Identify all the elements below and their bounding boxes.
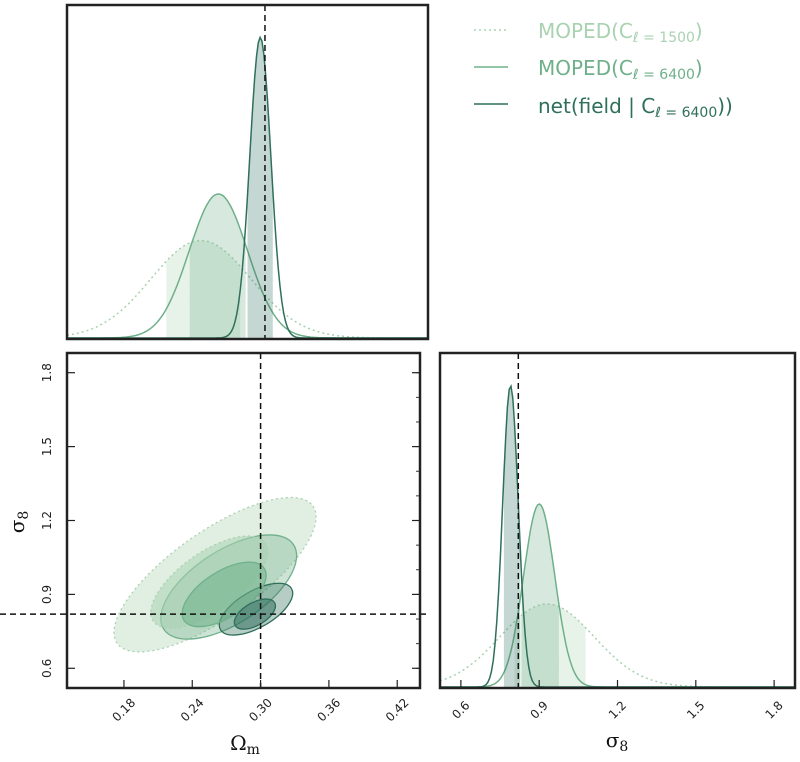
top-panel-frame: [65, 3, 430, 341]
omega-m-axis-label: Ωm: [230, 731, 260, 758]
right-panel-frame: [438, 351, 797, 690]
sigma-8-y-tick-label: 1.2: [40, 511, 54, 530]
sigma-8-y-tick-label: 0.6: [40, 659, 54, 678]
legend-label-net-field: net(field | Cℓ = 6400)): [538, 94, 733, 121]
sigma-8-x-tick-label: 1.8: [762, 698, 785, 721]
omega-m-x-tick-label: 0.30: [246, 696, 275, 725]
sigma-8-axis-label: σ8: [606, 728, 629, 755]
sigma-8-x-tick-label: 1.2: [606, 698, 629, 721]
omega-m-x-tick-label: 0.36: [315, 696, 344, 725]
omega-m-x-tick-label: 0.42: [383, 696, 412, 725]
sigma-8-x-tick-label: 0.6: [449, 698, 472, 721]
omega_m-ci68-band-net-field: [247, 37, 273, 339]
sigma-8-y-tick-label: 1.8: [40, 363, 54, 382]
sigma_8-ci68-band-moped-6400: [521, 504, 559, 687]
sigma-8-y-tick-label: 0.9: [40, 585, 54, 604]
sigma_8-marginal-curve-net-field: [440, 383, 795, 688]
sigma-8-y-tick-label: 1.5: [40, 437, 54, 456]
omega-m-marginal-panel: [65, 3, 430, 341]
sigma-8-x-tick-label: 1.5: [684, 698, 707, 721]
legend-label-moped-1500: MOPED(Cℓ = 1500): [538, 19, 703, 46]
sigma_8-marginal-curve-moped-1500: [439, 603, 795, 688]
sigma-8-marginal-panel: 0.6 0.9 1.2 1.5 1.8: [438, 351, 797, 722]
legend: MOPED(Cℓ = 1500) MOPED(Cℓ = 6400) net(fi…: [474, 19, 733, 121]
omega-m-x-tick-label: 0.18: [110, 696, 139, 725]
sigma-8-y-axis-label: σ8: [5, 511, 32, 534]
sigma_8-ci68-band-moped-1500: [514, 604, 586, 687]
omega-m-sigma-8-contour-panel: 0.18 0.24 0.30 0.36 0.42 0.6 0.9 1.2 1.5 1.8: [0, 351, 428, 725]
legend-label-moped-6400: MOPED(Cℓ = 6400): [538, 56, 703, 83]
sigma-8-x-tick-label: 0.9: [527, 698, 550, 721]
omega_m-ci68-band-moped-6400: [189, 194, 246, 338]
omega-m-x-tick-label: 0.24: [178, 696, 207, 725]
contour-68-moped-6400: [181, 561, 267, 628]
